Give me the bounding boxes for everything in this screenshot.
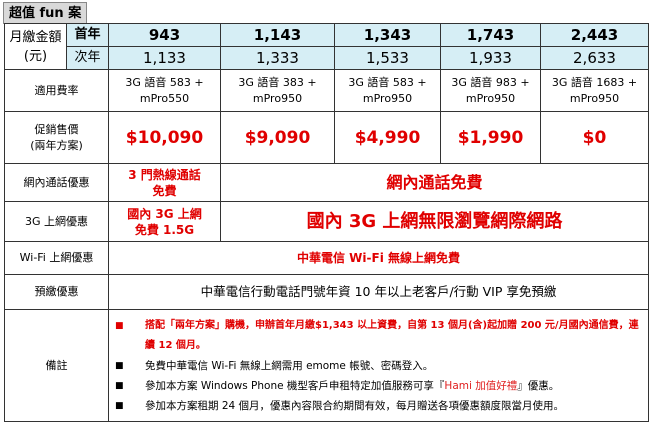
data3g-first-line: 免費 1.5G: [134, 222, 195, 237]
bullet-icon: ■: [115, 400, 124, 411]
onnet-row: 網內通話優惠 3 門熱線通話 免費 網內通話免費: [4, 163, 649, 202]
onnet-label: 網內通話優惠: [4, 163, 109, 202]
rate-line: mPro950: [252, 91, 303, 105]
note-text-pre: 參加本方案 Windows Phone 機型客戶申租特定加值服務可享『: [145, 379, 445, 392]
data3g-rest: 國內 3G 上網無限瀏覽網際網路: [220, 201, 649, 242]
first-year-fee: 2,443: [540, 23, 649, 47]
rate-cell: 3G 語音 983 + mPro950: [440, 69, 541, 112]
notes-list: ■ 搭配「兩年方案」購機，申辦首年月繳$1,343 以上資費，自第 13 個月(含…: [108, 309, 649, 422]
price-value: $0: [540, 111, 649, 164]
rate-cell: 3G 語音 583 + mPro550: [108, 69, 221, 112]
note-item: ■ 參加本方案 Windows Phone 機型客戶申租特定加值服務可享『Hami…: [115, 376, 642, 396]
rate-line: 3G 語音 1683 +: [551, 75, 638, 89]
rate-line: mPro950: [362, 91, 413, 105]
data3g-first: 國內 3G 上網 免費 1.5G: [108, 201, 221, 242]
rate-line: 3G 語音 583 +: [125, 75, 204, 89]
prepay-label: 預繳優惠: [4, 274, 109, 310]
first-year-fee: 1,143: [220, 23, 335, 47]
rate-cell: 3G 語音 383 + mPro950: [220, 69, 335, 112]
plan-table: 月繳金額(元) 首年 943 1,143 1,343 1,743 2,443 次…: [4, 23, 649, 422]
bullet-icon: ■: [115, 380, 124, 391]
first-year-fee: 943: [108, 23, 221, 47]
price-value: $10,090: [108, 111, 221, 164]
note-item: ■ 參加本方案租期 24 個月，優惠內容限合約期間有效，每月贈送各項優惠額度限當月…: [115, 396, 642, 416]
second-year-fee: 1,333: [220, 46, 335, 70]
wifi-row: Wi-Fi 上網優惠 中華電信 Wi-Fi 無線上網免費: [4, 241, 649, 275]
rate-line: 3G 語音 583 +: [348, 75, 427, 89]
second-year-fee: 1,533: [334, 46, 441, 70]
data3g-first-line: 國內 3G 上網: [127, 206, 202, 221]
price-value: $4,990: [334, 111, 441, 164]
monthly-label: 月繳金額(元): [4, 23, 67, 70]
wifi-label: Wi-Fi 上網優惠: [4, 241, 109, 275]
rate-line: mPro550: [139, 91, 190, 105]
hami-link[interactable]: Hami 加值好禮: [444, 379, 518, 392]
bullet-icon: ■: [115, 360, 124, 371]
onnet-rest: 網內通話免費: [220, 163, 649, 202]
rate-line: 3G 語音 983 +: [451, 75, 530, 89]
rate-label: 適用費率: [4, 69, 109, 112]
price-value: $1,990: [440, 111, 541, 164]
data3g-row: 3G 上網優惠 國內 3G 上網 免費 1.5G 國內 3G 上網無限瀏覽網際網路: [4, 201, 649, 242]
prepay-value: 中華電信行動電話門號年資 10 年以上老客戶/行動 VIP 享免預繳: [108, 274, 649, 310]
note-item: ■ 免費中華電信 Wi-Fi 無線上網需用 emome 帳號、密碼登入。: [115, 356, 642, 376]
price-sublabel: (兩年方案): [30, 138, 83, 152]
bullet-icon: ■: [115, 320, 124, 331]
second-year-fee: 1,933: [440, 46, 541, 70]
second-year-row: 次年 1,133 1,333 1,533 1,933 2,633: [5, 46, 649, 70]
prepay-row: 預繳優惠 中華電信行動電話門號年資 10 年以上老客戶/行動 VIP 享免預繳: [4, 274, 649, 310]
note-text: 參加本方案 Windows Phone 機型客戶申租特定加值服務可享『Hami …: [145, 376, 559, 396]
rate-line: mPro950: [465, 91, 516, 105]
note-item: ■ 搭配「兩年方案」購機，申辦首年月繳$1,343 以上資費，自第 13 個月(含…: [115, 316, 642, 356]
rate-row: 適用費率 3G 語音 583 + mPro550 3G 語音 383 + mPro9…: [4, 69, 649, 112]
note-text: 搭配「兩年方案」購機，申辦首年月繳$1,343 以上資費，自第 13 個月(含)…: [145, 319, 639, 351]
rate-cell: 3G 語音 583 + mPro950: [334, 69, 441, 112]
note-text: 免費中華電信 Wi-Fi 無線上網需用 emome 帳號、密碼登入。: [145, 359, 434, 372]
rate-line: mPro950: [569, 91, 620, 105]
note-text-post: 』優惠。: [517, 379, 560, 392]
notes-label: 備註: [4, 309, 109, 422]
second-year-fee: 1,133: [108, 46, 221, 70]
onnet-first-line: 3 門熱線通話: [128, 167, 201, 182]
plan-title: 超值 fun 案: [3, 2, 88, 24]
note-text: 參加本方案租期 24 個月，優惠內容限合約期間有效，每月贈送各項優惠額度限當月使…: [145, 399, 565, 412]
price-label-text: 促銷售價: [34, 122, 79, 136]
data3g-label: 3G 上網優惠: [4, 201, 109, 242]
onnet-first-line: 免費: [152, 183, 177, 198]
onnet-first: 3 門熱線通話 免費: [108, 163, 221, 202]
first-year-fee: 1,743: [440, 23, 541, 47]
price-label: 促銷售價 (兩年方案): [4, 111, 109, 164]
rate-cell: 3G 語音 1683 + mPro950: [540, 69, 649, 112]
rate-line: 3G 語音 383 +: [238, 75, 317, 89]
wifi-value: 中華電信 Wi-Fi 無線上網免費: [108, 241, 649, 275]
first-year-fee: 1,343: [334, 23, 441, 47]
first-year-label: 首年: [66, 23, 109, 47]
price-value: $9,090: [220, 111, 335, 164]
second-year-fee: 2,633: [540, 46, 649, 70]
second-year-label: 次年: [66, 46, 109, 70]
first-year-row: 月繳金額(元) 首年 943 1,143 1,343 1,743 2,443: [4, 23, 649, 70]
notes-row: 備註 ■ 搭配「兩年方案」購機，申辦首年月繳$1,343 以上資費，自第 13 個…: [4, 309, 649, 422]
price-row: 促銷售價 (兩年方案) $10,090 $9,090 $4,990 $1,990 …: [4, 111, 649, 164]
